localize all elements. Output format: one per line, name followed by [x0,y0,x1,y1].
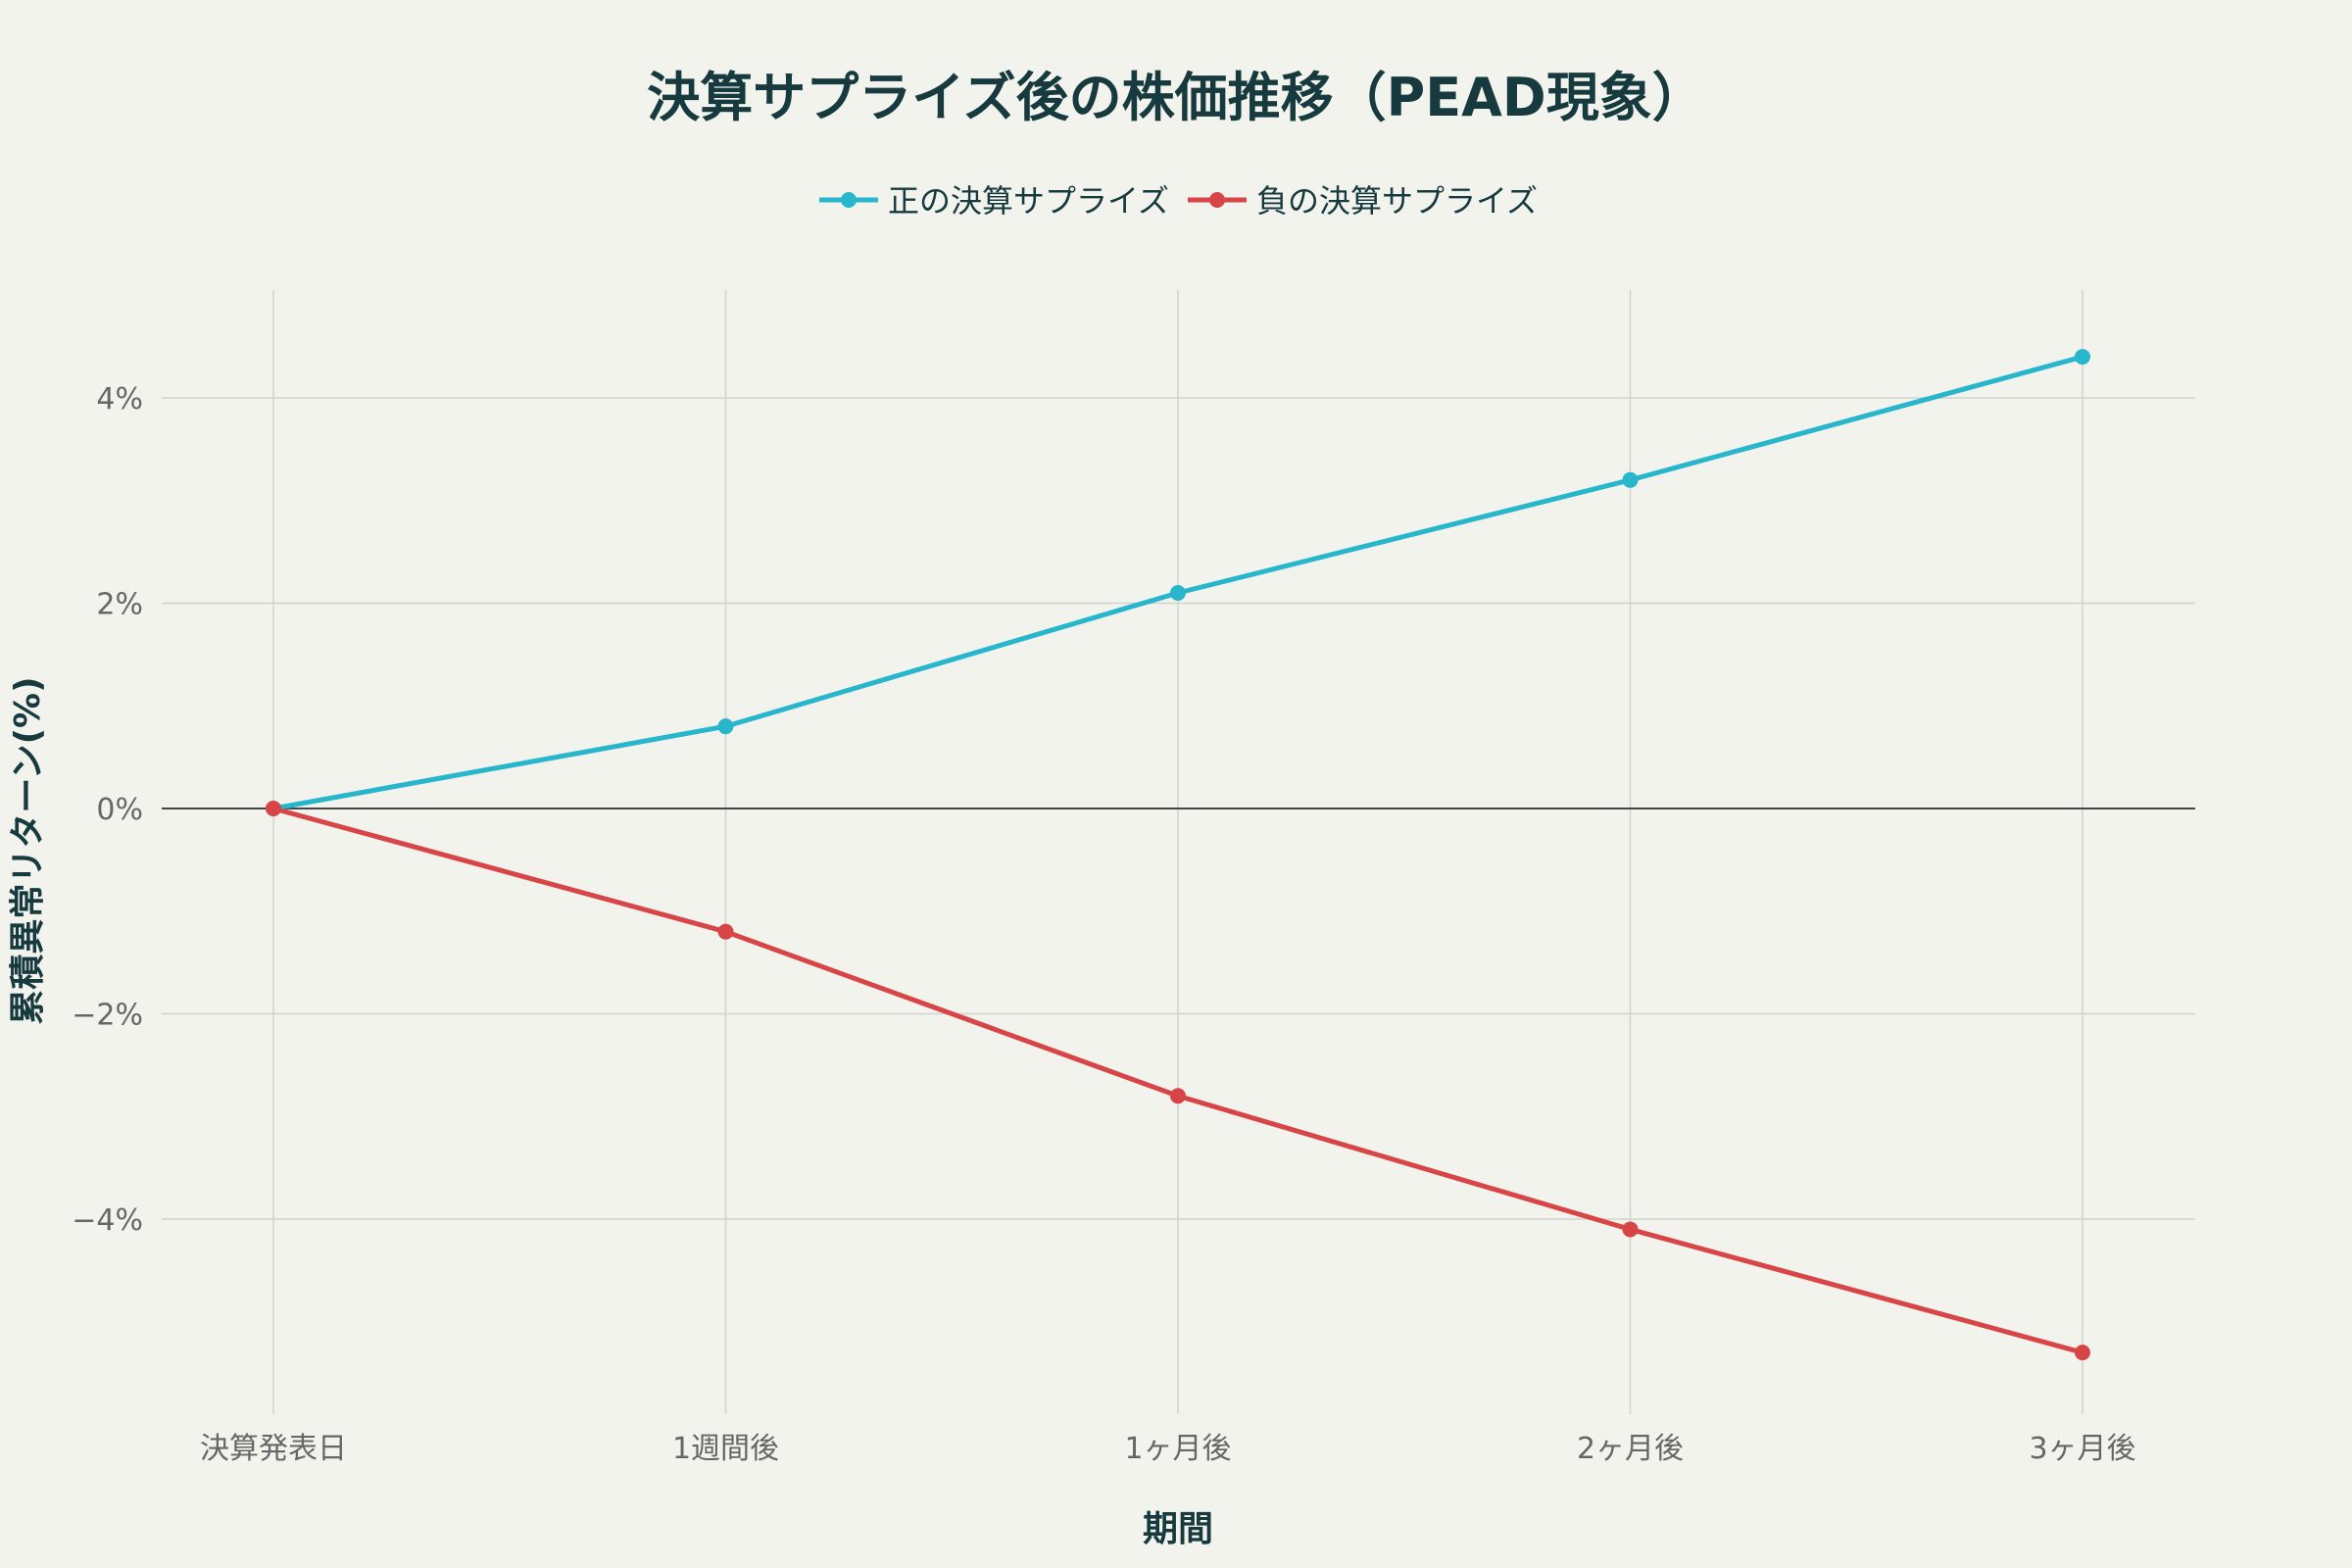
x-tick-label: 3ヶ月後 [2029,1432,2135,1466]
legend-marker-negative [1209,192,1225,208]
chart-title: 決算サプライズ後の株価推移（PEAD現象） [647,67,1704,128]
data-point [1622,1221,1639,1238]
data-point [2075,349,2090,366]
data-point [266,800,281,816]
x-tick-label: 決算発表日 [200,1432,347,1466]
y-tick-label: 2% [96,587,143,621]
data-point [1622,471,1639,488]
legend-label-negative: 負の決算サプライズ [1256,182,1538,220]
legend-label-positive: 正の決算サプライズ [888,182,1169,220]
x-tick-label: 2ヶ月後 [1577,1432,1684,1466]
y-tick-label: 0% [96,793,143,827]
data-point [717,718,734,735]
data-point [1170,1088,1186,1104]
x-tick-label: 1ヶ月後 [1124,1432,1231,1466]
y-tick-label: −4% [72,1203,143,1238]
data-point [717,923,734,940]
y-tick-label: 4% [96,382,143,416]
x-tick-label: 1週間後 [672,1432,779,1466]
y-tick-label: −2% [72,998,143,1032]
y-axis-ticks: 4% 2% 0% −2% −4% [72,382,143,1238]
legend: 正の決算サプライズ 負の決算サプライズ [819,182,1538,220]
data-point [2075,1345,2090,1361]
x-axis-title: 期間 [1143,1509,1213,1549]
x-axis-ticks: 決算発表日 1週間後 1ヶ月後 2ヶ月後 3ヶ月後 [200,1432,2136,1466]
legend-item-negative[interactable]: 負の決算サプライズ [1188,182,1538,220]
y-axis-title: 累積異常リターン(%) [8,676,48,1024]
series-layer [266,349,2090,1361]
grid [162,290,2195,1414]
data-point [1170,585,1186,602]
legend-marker-positive [841,192,857,208]
legend-item-positive[interactable]: 正の決算サプライズ [819,182,1169,220]
